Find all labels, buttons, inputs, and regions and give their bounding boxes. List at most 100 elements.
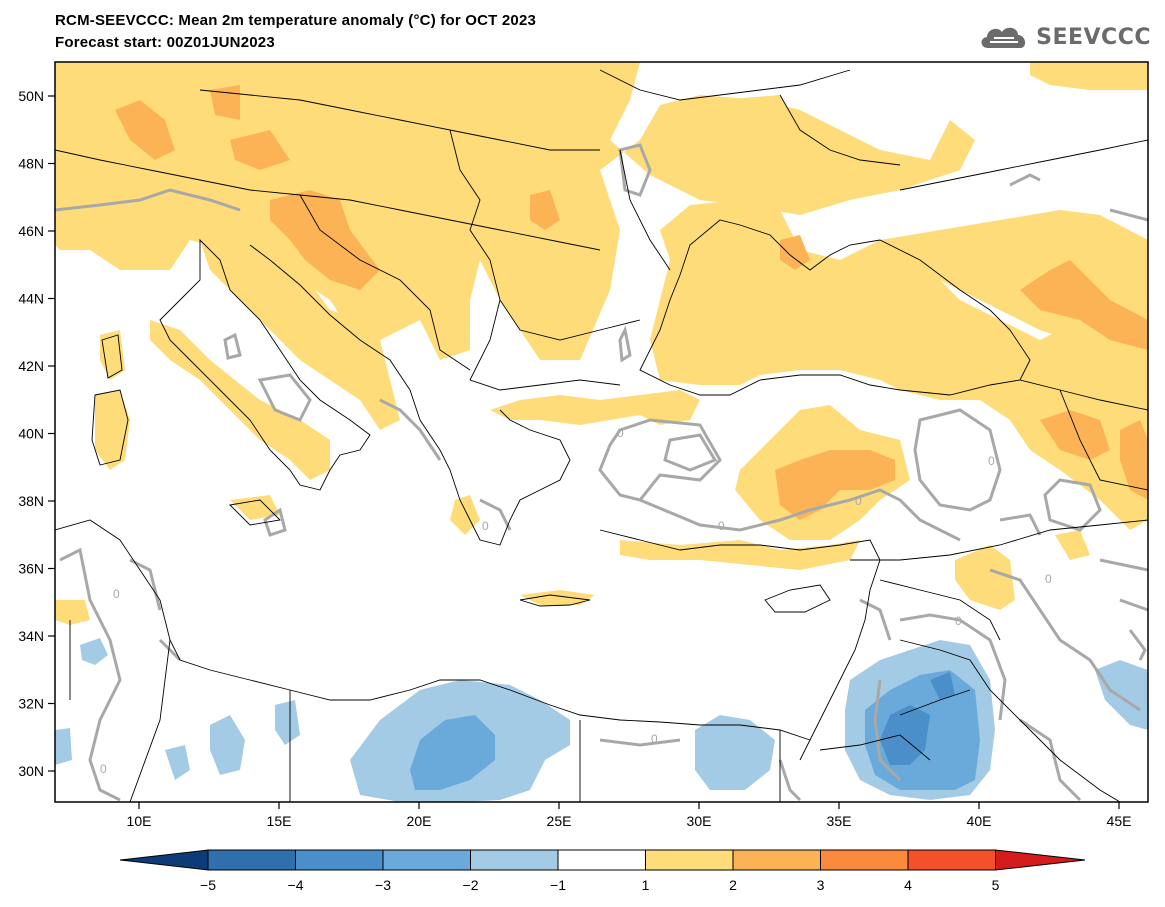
warm2-region-georgia — [1120, 420, 1148, 500]
lat-tick-label: 44N — [18, 291, 44, 307]
colorbar-label: 2 — [729, 877, 737, 893]
cold-region-libya-west-2 — [165, 745, 190, 780]
warm-region-corsica — [100, 330, 125, 380]
border-line — [199, 89, 600, 151]
zero-contour-line — [663, 433, 718, 472]
zero-contour-line — [873, 679, 902, 782]
lon-tick-label: 15E — [267, 813, 292, 829]
border-line — [819, 734, 931, 761]
levant-coast — [799, 589, 871, 761]
lon-tick-label: 10E — [127, 813, 152, 829]
warm2-region-east-anatolia — [1040, 410, 1110, 460]
lat-tick-label: 34N — [18, 628, 44, 644]
zero-contour-line — [913, 408, 1002, 512]
zero-contour-line — [1128, 629, 1147, 661]
contour-label: 0 — [482, 519, 489, 533]
lat-tick-label: 40N — [18, 426, 44, 442]
border-line — [55, 149, 601, 251]
border-line — [299, 194, 471, 371]
borders-layer — [55, 69, 1148, 802]
black-sea-coast — [639, 219, 1031, 396]
italy-coast — [159, 238, 371, 491]
warm-region-sardinia — [95, 390, 130, 470]
colorbar: −5 −4 −3 −2 −1 1 2 3 4 5 — [119, 849, 1086, 893]
lat-tick-label: 32N — [18, 696, 44, 712]
lat-tick-label: 30N — [18, 763, 44, 779]
colorbar-label: −3 — [375, 877, 391, 893]
border-line — [599, 69, 851, 101]
zero-contour-layer — [55, 143, 1148, 802]
cold-region-algeria — [55, 728, 72, 765]
colorbar-band — [907, 849, 996, 871]
colorbar-band — [295, 849, 384, 871]
lon-tick-label: 30E — [687, 813, 712, 829]
cold-region-libya-west-1 — [210, 715, 245, 775]
contour-label: 0 — [955, 614, 962, 628]
zero-contour-line — [778, 759, 802, 802]
zero-contour-line — [59, 547, 122, 802]
border-line — [449, 129, 641, 341]
warm2-region-caucasus — [1020, 260, 1148, 350]
border-line — [1059, 389, 1148, 491]
border-line — [899, 689, 971, 716]
colorbar-label: −1 — [550, 877, 566, 893]
zero-contour-line — [639, 488, 961, 542]
contour-label: 0 — [1045, 572, 1052, 586]
lon-tick-label: 20E — [407, 813, 432, 829]
warm-region-ukraine-east — [720, 95, 800, 150]
colorbar-band — [557, 849, 646, 871]
border-line — [619, 149, 671, 271]
warm-region-greece-islands — [450, 495, 480, 535]
warm-region-iraq — [1055, 530, 1090, 560]
contour-label: 0 — [988, 454, 995, 468]
colorbar-label: −4 — [288, 877, 304, 893]
border-line — [129, 639, 171, 802]
colorbar-label: −5 — [200, 877, 216, 893]
colorbar-band — [820, 849, 909, 871]
warm-region-alps-patch — [200, 240, 400, 430]
lon-tick-label: 35E — [827, 813, 852, 829]
contour-label: 0 — [651, 732, 658, 746]
lat-tick-label: 46N — [18, 223, 44, 239]
colorbar-label: −2 — [463, 877, 479, 893]
lon-tick-label: 45E — [1107, 813, 1132, 829]
colorbar-label: 4 — [904, 877, 912, 893]
warm2-region-austria — [230, 130, 290, 170]
logo-text: SEEVCCC — [1036, 24, 1151, 50]
sicily-coast — [229, 499, 281, 526]
warm2-region-slovenia-croatia — [270, 190, 380, 290]
colorbar-label: 3 — [817, 877, 825, 893]
colorbar-label: 5 — [992, 877, 1000, 893]
lon-tick-label: 25E — [547, 813, 572, 829]
zero-contour-line — [1099, 558, 1148, 572]
cold2-region-libya — [410, 715, 495, 790]
zero-contour-line — [1019, 718, 1082, 802]
contour-label: 0 — [617, 426, 624, 440]
warm-region-ne-corner — [1030, 62, 1148, 90]
warm2-region-turkey — [775, 450, 895, 520]
zero-contour-line — [257, 373, 312, 422]
cold-region-iraq — [1095, 660, 1148, 730]
cold3-region-jordan-north — [930, 672, 955, 700]
zero-contour-line — [1119, 598, 1148, 612]
zero-contour-line — [899, 613, 1007, 721]
border-line — [469, 299, 621, 391]
zero-contour-line — [598, 418, 722, 502]
zero-contour-line — [379, 398, 442, 461]
anomaly-fill-layer — [55, 62, 1148, 802]
border-line — [899, 639, 1121, 802]
colorbar-label: 1 — [642, 877, 650, 893]
zero-contour-line — [1043, 478, 1102, 532]
warm-region-black-sea-north — [650, 200, 1148, 530]
lon-tick-label: 40E — [967, 813, 992, 829]
zero-contour-line — [158, 638, 182, 662]
warm2-region-crimea — [780, 235, 810, 270]
zero-contour-line — [1109, 208, 1148, 222]
colorbar-band — [732, 849, 821, 871]
warm2-region-germany — [115, 100, 175, 160]
zero-contour-line — [479, 498, 512, 531]
warm-region-syria — [955, 545, 1015, 610]
longitude-axis: 10E 15E 20E 25E 30E 35E 40E 45E — [127, 802, 1132, 829]
sardinia-coast — [91, 389, 129, 466]
map-title: RCM-SEEVCCC: Mean 2m temperature anomaly… — [55, 12, 537, 29]
